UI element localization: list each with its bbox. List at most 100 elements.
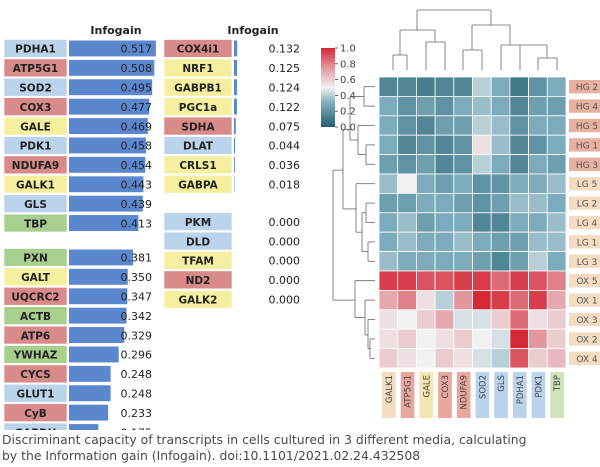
row-label: HG 3: [576, 161, 598, 171]
heatmap-cell: [378, 115, 399, 136]
clustered-heatmap: HG 2 HG 4 HG 5 HG 1 HG 3 LG 5 LG 2 LG 4 LG 1 LG 3…: [321, 9, 600, 418]
heatmap-cell: [415, 115, 436, 136]
row-label: OX 1: [576, 297, 597, 307]
heatmap-cell: [434, 348, 455, 369]
infogain-table-1: Infogain PDHA1 0.517 ATP5G1 0.508 SOD2 0.495 CO…: [3, 24, 156, 430]
infogain-bar: [69, 118, 148, 134]
figure: Infogain PDHA1 0.517 ATP5G1 0.508 SOD2 0.495 CO…: [3, 9, 600, 430]
column-label-box: [419, 372, 434, 418]
heatmap-cell: [434, 251, 455, 272]
heatmap-cell: [472, 96, 492, 117]
gene-label-box: [3, 403, 68, 422]
heatmap-cell: [490, 231, 511, 252]
row-label-box: [569, 196, 600, 210]
heatmap-cell: [415, 212, 436, 233]
heatmap-cell: [434, 173, 455, 194]
heatmap-cell: [453, 251, 473, 272]
heatmap-cell: [434, 289, 455, 311]
infogain-value: 0.122: [269, 101, 301, 114]
gene-label: GLS: [24, 199, 47, 211]
colorbar-tick-label: 0.8: [340, 59, 356, 70]
column-label: TBP: [553, 375, 563, 392]
infogain-value: 0.350: [121, 271, 153, 284]
infogain-bar: [234, 98, 237, 115]
row-label: HG 4: [576, 103, 599, 113]
gene-label: PDK1: [20, 141, 52, 153]
heatmap-cell: [528, 154, 548, 175]
gene-label-box: [163, 289, 233, 309]
gene-label-box: [3, 267, 68, 287]
gene-label: GALK1: [16, 180, 55, 192]
gene-label-box: [163, 175, 233, 194]
colorbar-tick-label: 0.4: [340, 91, 356, 102]
heatmap-cell: [472, 328, 492, 350]
row-label-box: [569, 293, 600, 307]
infogain-bar: [69, 346, 119, 363]
gene-label: GALE: [20, 121, 51, 133]
heatmap-cell: [453, 173, 473, 194]
heatmap-cell: [509, 115, 529, 136]
gene-label-box: [163, 58, 233, 78]
gene-label-box: [163, 116, 233, 136]
heatmap-cell: [397, 154, 417, 175]
heatmap-cell: [546, 192, 567, 214]
heatmap-cell: [415, 76, 436, 97]
infogain-bar: [69, 156, 146, 173]
row-label-box: [569, 138, 600, 152]
gene-label: GABPA: [178, 180, 218, 192]
gene-label: PKM: [185, 217, 211, 229]
infogain-bar: [234, 137, 236, 154]
heatmap-cell: [490, 96, 511, 117]
heatmap-cell: [528, 328, 548, 350]
row-label-box: [569, 235, 600, 249]
heatmap-cell: [490, 173, 511, 194]
heatmap-cell: [490, 309, 511, 330]
heatmap-cell: [434, 76, 455, 97]
row-label-box: [569, 312, 600, 327]
column-label-box: [456, 372, 471, 418]
heatmap-cell: [453, 76, 473, 97]
heatmap-cell: [472, 115, 492, 136]
infogain-value: 0.381: [121, 252, 153, 265]
infogain-value: 0.469: [121, 120, 153, 133]
infogain-value: 0.233: [121, 407, 153, 420]
heatmap-cell: [490, 348, 511, 369]
heatmap-cell: [415, 192, 436, 214]
heatmap-cell: [415, 251, 436, 272]
heatmap-cell: [509, 289, 529, 311]
infogain-value: 0.175: [121, 426, 153, 430]
column-label-box: [531, 372, 546, 418]
heatmap-cell: [378, 212, 399, 233]
heatmap-cell: [528, 212, 548, 233]
heatmap-cell: [397, 231, 417, 252]
heatmap-cell: [490, 328, 511, 350]
heatmap-cell: [509, 192, 529, 214]
gene-label: DLD: [186, 236, 210, 248]
infogain-value: 0.000: [269, 216, 301, 229]
row-label: HG 2: [576, 83, 598, 93]
heatmap-cell: [546, 76, 567, 97]
infogain-value: 0.075: [269, 120, 301, 133]
heatmap-cell: [397, 289, 417, 311]
gene-label-box: [163, 231, 233, 251]
heatmap-cell: [378, 154, 399, 175]
infogain-value: 0.517: [121, 43, 153, 56]
infogain-bar: [69, 176, 144, 193]
heatmap-cell: [528, 192, 548, 214]
heatmap-cell: [434, 96, 455, 117]
infogain-value: 0.248: [121, 368, 153, 381]
heatmap-cell: [378, 348, 399, 369]
heatmap-cell: [397, 115, 417, 136]
infogain-value: 0.018: [269, 179, 301, 192]
heatmap-cell: [490, 270, 511, 291]
infogain-bar: [69, 424, 99, 430]
heatmap-cell: [434, 309, 455, 330]
infogain-bar: [69, 98, 150, 115]
gene-label-box: [163, 136, 233, 155]
infogain-bar: [69, 137, 146, 154]
infogain-value: 0.124: [269, 82, 301, 95]
gene-label-box: [3, 58, 68, 78]
infogain-value: 0.000: [269, 294, 301, 307]
column-label-box: [382, 372, 396, 418]
heatmap-cell: [453, 115, 473, 136]
